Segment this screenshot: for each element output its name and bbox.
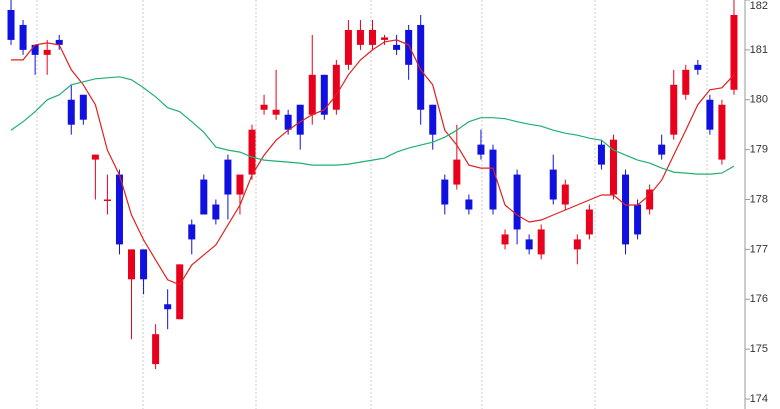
candle-body xyxy=(43,49,51,55)
candle-body xyxy=(682,69,690,95)
candle-body xyxy=(260,104,268,110)
candle-body xyxy=(573,239,581,250)
candle-body xyxy=(525,239,533,250)
candle-body xyxy=(417,24,425,110)
y-tick-label: 179 xyxy=(750,144,768,156)
candle-body xyxy=(7,9,15,40)
candle-body xyxy=(67,99,75,125)
y-tick-label: 175 xyxy=(750,343,768,355)
candle-body xyxy=(236,174,244,195)
candle-body xyxy=(320,74,328,115)
candle-body xyxy=(248,129,256,175)
candle-body xyxy=(381,37,389,40)
candle-body xyxy=(549,169,557,200)
candle-body xyxy=(344,29,352,65)
candle-body xyxy=(658,144,666,155)
candle-body xyxy=(561,184,569,205)
candle-body xyxy=(356,29,364,45)
y-tick-label: 178 xyxy=(750,193,768,205)
candle-body xyxy=(609,139,617,195)
candle-body xyxy=(718,104,726,160)
candle-body xyxy=(537,229,545,255)
candle-body xyxy=(272,109,280,115)
candle-body xyxy=(585,209,593,235)
candle-body xyxy=(140,249,148,280)
candle-body xyxy=(115,174,123,245)
candle-body xyxy=(200,179,208,215)
candle-body xyxy=(489,149,497,210)
y-tick-label: 181 xyxy=(750,44,768,56)
candle-body xyxy=(706,99,714,130)
y-tick-label: 180 xyxy=(750,94,768,106)
candle-body xyxy=(405,29,413,65)
candle-body xyxy=(308,74,316,115)
candle-body xyxy=(55,39,63,45)
moving-average-line xyxy=(10,76,735,175)
candle-body xyxy=(19,24,27,50)
candle-body xyxy=(441,179,449,205)
candle-body xyxy=(103,199,111,202)
candle-body xyxy=(164,304,172,310)
candle-body xyxy=(622,174,630,245)
candle-body xyxy=(670,84,678,135)
candle-body xyxy=(646,189,654,210)
candle-body xyxy=(152,334,160,365)
candle-body xyxy=(429,104,437,135)
candle-body xyxy=(513,174,521,230)
candle-body xyxy=(465,199,473,210)
date-grid xyxy=(36,0,708,409)
candle-body xyxy=(597,144,605,165)
candle-body xyxy=(79,94,87,120)
candle-body xyxy=(634,204,642,235)
candle-body xyxy=(284,114,292,130)
candle-body xyxy=(694,64,702,70)
candle-body xyxy=(369,29,376,45)
candle-body xyxy=(332,64,340,110)
candle-body xyxy=(477,144,485,155)
candle-body xyxy=(453,159,461,185)
candle-body xyxy=(176,264,184,320)
candle-body xyxy=(296,104,304,135)
candle-body xyxy=(501,234,509,245)
y-tick-label: 174 xyxy=(750,393,768,405)
candle-body xyxy=(224,159,232,195)
candle-body xyxy=(91,154,99,160)
candle-body xyxy=(393,44,401,50)
candle-body xyxy=(31,44,39,55)
moving-average-line xyxy=(11,39,735,286)
y-tick-label: 182 xyxy=(750,0,768,12)
candle-body xyxy=(730,14,738,90)
y-tick-label: 177 xyxy=(750,243,768,255)
candle-body xyxy=(212,204,220,220)
candle-body xyxy=(128,249,136,280)
candle-body xyxy=(188,224,196,240)
y-tick-label: 176 xyxy=(750,293,768,305)
